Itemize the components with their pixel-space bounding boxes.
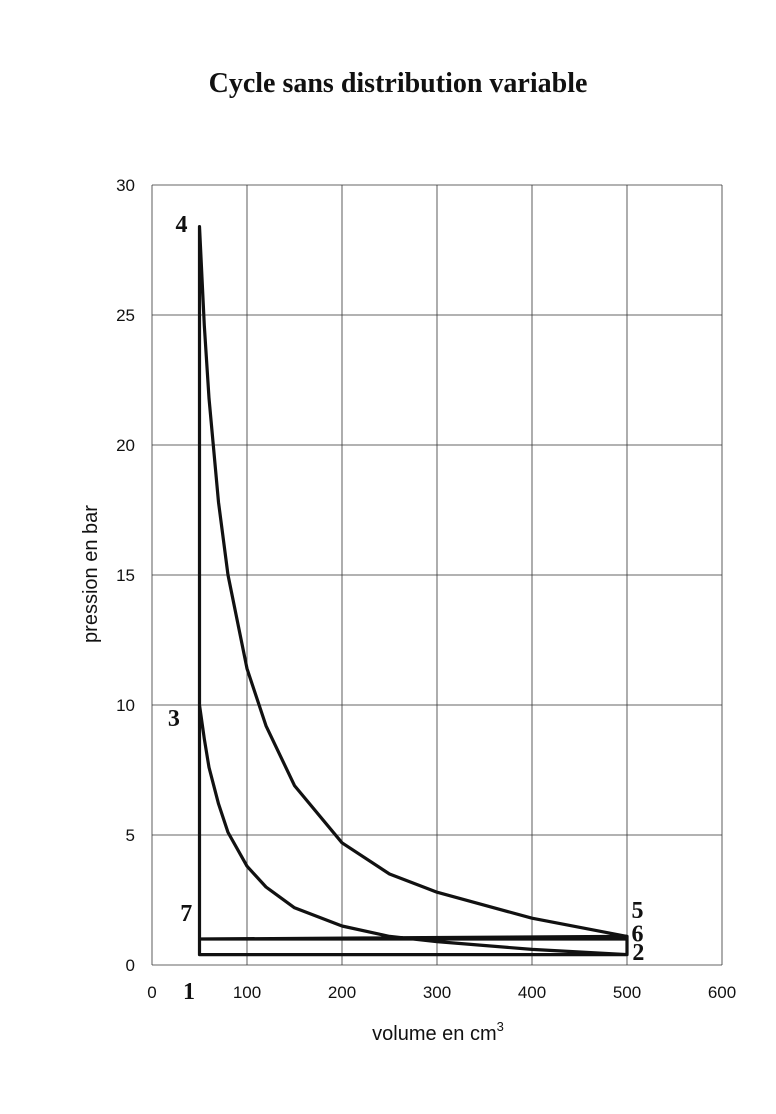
x-axis-title: volume en cm3	[372, 1019, 504, 1045]
x-tick-label: 400	[518, 983, 546, 1002]
x-axis-title-superscript: 3	[497, 1019, 504, 1034]
point-label: 7	[180, 901, 192, 927]
x-tick-label: 0	[147, 983, 156, 1002]
chart-grid	[151, 184, 723, 966]
y-tick-label: 10	[116, 696, 135, 715]
x-tick-label: 600	[708, 983, 736, 1002]
point-label: 1	[183, 979, 195, 1005]
point-label: 6	[631, 922, 643, 948]
y-tick-label: 20	[116, 436, 135, 455]
y-tick-label: 30	[116, 176, 135, 195]
y-axis-tick-labels: 0 5 10 15 20 25 30	[116, 176, 135, 975]
point-label: 4	[175, 212, 187, 238]
x-tick-label: 300	[423, 983, 451, 1002]
point-label: 3	[168, 706, 180, 732]
x-tick-label: 100	[233, 983, 261, 1002]
x-tick-label: 200	[328, 983, 356, 1002]
cycle-point-labels: 1 2 3 4 56 7	[168, 212, 645, 1005]
chart-title: Cycle sans distribution variable	[209, 68, 588, 99]
point-label: 5	[631, 898, 643, 924]
x-axis-title-main: volume en cm	[372, 1023, 497, 1045]
y-axis-title: pression en bar	[80, 505, 102, 643]
point-label: 2	[632, 940, 644, 966]
y-tick-label: 15	[116, 566, 135, 585]
cycle-line	[197, 225, 629, 957]
y-tick-label: 0	[126, 956, 135, 975]
y-tick-label: 5	[126, 826, 135, 845]
x-axis-tick-labels: 0 100 200 300 400 500 600	[147, 983, 736, 1002]
cycle-curves	[197, 225, 629, 957]
y-tick-label: 25	[116, 306, 135, 325]
x-tick-label: 500	[613, 983, 641, 1002]
